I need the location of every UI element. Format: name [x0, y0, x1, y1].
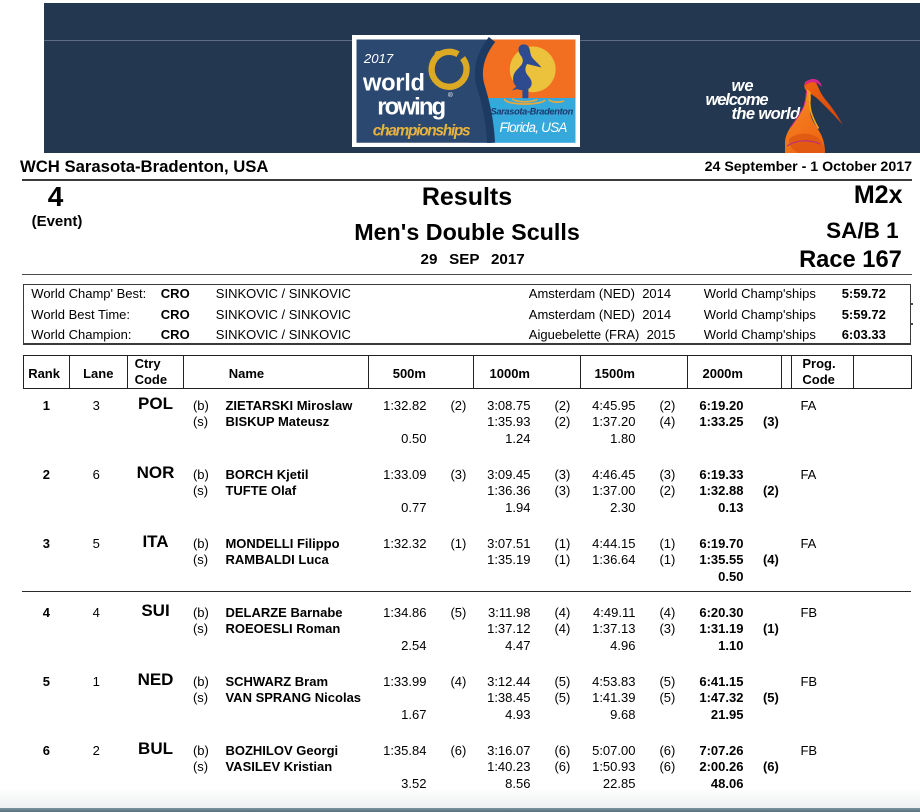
svg-text:2017: 2017: [362, 51, 393, 66]
svg-text:world: world: [362, 70, 425, 96]
svg-text:Florida, USA: Florida, USA: [499, 120, 567, 135]
svg-text:Sarasota-Bradenton: Sarasota-Bradenton: [490, 106, 573, 116]
svg-text:rowing: rowing: [377, 93, 446, 120]
svg-text:®: ®: [448, 91, 453, 99]
svg-text:championships: championships: [372, 122, 470, 139]
